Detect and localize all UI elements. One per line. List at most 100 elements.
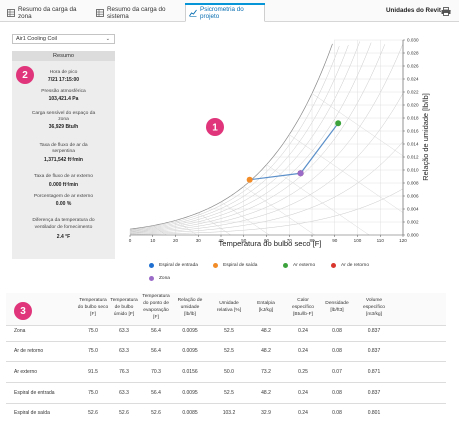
x-tick-label: 40 — [218, 238, 224, 243]
table-cell: 32.9 — [261, 410, 271, 416]
x-ticks: 0 10 20 30 40 50 60 70 80 90 100 110 120 — [129, 235, 407, 243]
y-tick-label: 0.024 — [407, 77, 419, 82]
column-header: Temperatura do bulbo seco [F] — [76, 297, 110, 318]
table-cell: 52.6 — [151, 410, 161, 416]
column-header: Entalpia [kJ/kg] — [249, 300, 283, 314]
table-cell: 0.08 — [332, 410, 342, 416]
tab-label: Psicrometria do projeto — [200, 5, 244, 20]
table-cell: 73.2 — [261, 369, 271, 375]
table-icon — [96, 8, 104, 17]
row-divider — [6, 403, 446, 404]
table-cell: 0.24 — [298, 390, 308, 396]
wet-bulb-line — [289, 134, 404, 213]
table-cell: 103.2 — [222, 410, 236, 416]
table-cell: 48.2 — [261, 390, 271, 396]
row-divider — [6, 361, 446, 362]
outside-flow-label: Taxa de fluxo de ar externo — [34, 174, 93, 179]
y-tick-label: 0.008 — [407, 181, 419, 186]
wet-bulb-line — [243, 186, 315, 236]
row-label: Zona — [14, 328, 26, 334]
column-header-line: relativa [%] — [216, 308, 242, 313]
tab-label: Resumo da carga do sistema — [107, 5, 166, 20]
state-point-zona — [297, 170, 304, 177]
table-cell: 0.24 — [298, 410, 308, 416]
rh-curve — [129, 41, 361, 232]
column-header-line: do bulbo seco — [77, 304, 109, 310]
wet-bulb-line — [152, 225, 167, 236]
column-header-line: Relação de — [177, 297, 203, 303]
coil-flow-label-2: serpentina — [52, 149, 75, 154]
legend-item-ar-retorno[interactable]: Ar de retorno — [331, 263, 369, 268]
chart-curves — [129, 39, 404, 236]
column-header-line: umidade — [180, 304, 200, 310]
row-label: Ar de retorno — [14, 348, 44, 354]
legend-dot — [331, 263, 336, 268]
legend-item-zona[interactable]: Zona — [149, 276, 170, 281]
table-cell: 52.5 — [224, 390, 234, 396]
y-ticks: 0.000 0.002 0.004 0.006 0.008 0.010 0.012 0.014… — [403, 38, 419, 238]
table-cell: 75.0 — [88, 328, 98, 334]
column-header-line: [lb/lb] — [184, 311, 196, 317]
tab-system-load-summary[interactable]: Resumo da carga do sistema — [93, 3, 185, 22]
legend-label: Espiral de entrada — [159, 263, 198, 268]
table-cell: 75.0 — [88, 390, 98, 396]
column-header-line: Entalpia — [257, 301, 275, 306]
y-tick-label: 0.018 — [407, 116, 419, 121]
table-cell: 0.08 — [332, 328, 342, 334]
table-cell: 52.5 — [224, 328, 234, 334]
fan-temp-diff-label-2: ventilador de fornecimento — [34, 225, 93, 230]
table-cell: 63.3 — [119, 348, 129, 354]
table-cell: 0.08 — [332, 348, 342, 354]
peak-time-value: 7/21 17:15:00 — [47, 77, 80, 83]
column-header-line: [F] — [153, 315, 159, 320]
callout-badge-3: 3 — [14, 302, 32, 320]
column-header-line: úmido [F] — [113, 311, 135, 317]
psychrometric-chart: 0 10 20 30 40 50 60 70 80 90 100 110 120 0.0000.0020… — [129, 38, 430, 248]
coil-selector-value: Air1 Cooling Coil — [16, 36, 57, 42]
y-tick-label: 0.010 — [407, 168, 419, 173]
column-header-line: específico — [291, 304, 315, 310]
column-header-line: [lb/ft3] — [330, 308, 344, 313]
column-header-line: de bulbo — [114, 304, 134, 310]
legend-item-ar-externo[interactable]: Ar externo — [283, 263, 315, 268]
y-tick-label: 0.016 — [407, 129, 419, 134]
table-cell: 75.0 — [88, 348, 98, 354]
table-icon — [7, 8, 15, 17]
table-cell: 56.4 — [151, 328, 161, 334]
coil-flow-value: 1,371,542 ft³/min — [44, 157, 83, 163]
column-header-line: Volume — [365, 297, 383, 303]
print-icon[interactable] — [441, 7, 451, 16]
table-cell: 0.24 — [298, 348, 308, 354]
legend-label: Espiral de saída — [223, 263, 258, 268]
tab-design-psychrometrics[interactable]: Psicrometria do projeto — [185, 3, 265, 22]
table-cell: 52.6 — [88, 410, 98, 416]
x-tick-label: 90 — [332, 238, 338, 243]
coil-selector[interactable]: Air1 Cooling Coil ⌄ — [12, 34, 115, 44]
wet-bulb-line — [220, 201, 270, 236]
y-tick-label: 0.000 — [407, 233, 419, 238]
coil-flow-label: Taxa de fluxo de ar da — [39, 143, 88, 148]
y-tick-label: 0.022 — [407, 90, 419, 95]
table-cell: 56.4 — [151, 348, 161, 354]
column-header-line: [kJ/kg] — [258, 308, 274, 313]
tab-zone-load-summary[interactable]: Resumo da carga da zona — [4, 3, 90, 22]
rh-curve — [129, 44, 349, 231]
table-cell: 0.801 — [367, 410, 381, 416]
column-header-line: [m3/kg] — [365, 311, 383, 317]
x-axis-title: Temperatura do bulbo seco [F] — [219, 239, 322, 248]
x-tick-label: 110 — [377, 238, 385, 243]
column-header-line: Temperatura — [110, 297, 138, 303]
state-point-ar-externo — [335, 120, 342, 127]
row-label: Ar externo — [14, 369, 38, 375]
sensible-load-value: 36,929 Btu/h — [48, 124, 79, 130]
summary-title: Resumo — [12, 51, 115, 61]
wet-bulb-line — [175, 220, 197, 236]
legend-dot — [149, 263, 154, 268]
rh-curve — [129, 43, 333, 230]
legend-item-espiral-saida[interactable]: Espiral de saída — [213, 263, 257, 268]
row-divider — [6, 325, 446, 326]
legend-label: Ar externo — [293, 263, 316, 268]
row-divider — [6, 341, 446, 342]
properties-table: Temperatura do bulbo seco [F] Temperatura de… — [6, 293, 446, 421]
legend-item-espiral-entrada[interactable]: Espiral de entrada — [149, 263, 198, 268]
